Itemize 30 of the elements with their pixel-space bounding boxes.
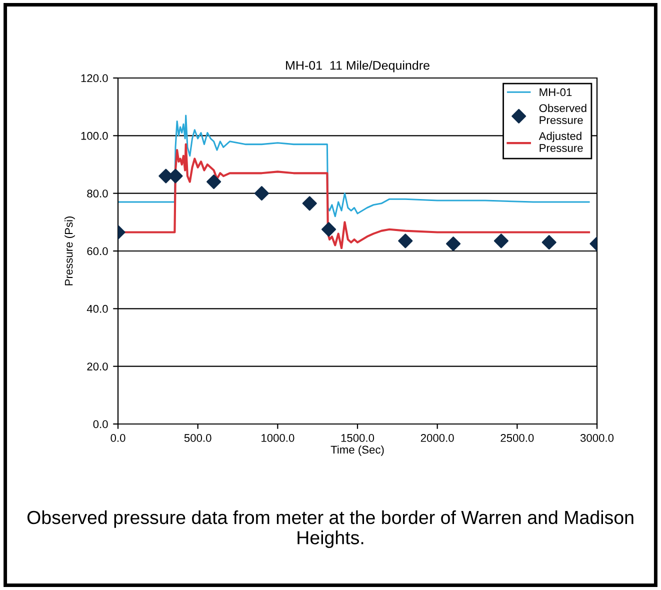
x-tick-label: 0.0 (110, 434, 126, 442)
x-tick-label: 2000.0 (420, 434, 454, 442)
text: Observed pressure data from meter at the border of Warren and Madison Heights. (27, 510, 634, 548)
point (254, 186, 269, 201)
x-tick-label: 2500.0 (500, 434, 534, 442)
x-tick-label: 1000.0 (262, 434, 294, 442)
legend-label: MH-01 (540, 88, 572, 96)
chart-title: MH-01 11 Mile/Dequindre (286, 60, 430, 72)
point (206, 174, 222, 190)
point (398, 234, 413, 248)
point (321, 222, 336, 237)
legend-label: Observed Pressure (539, 104, 586, 124)
y-tick-label: 60.0 (87, 247, 108, 256)
y-tick-label: 40.0 (86, 304, 108, 313)
y-tick-label: 80.0 (87, 190, 108, 198)
point (542, 235, 556, 250)
legend-label: Adjusted Pressure (538, 132, 583, 152)
y-tick-label: 20.0 (87, 362, 108, 370)
point (302, 196, 317, 211)
x-tick-label: 1500.0 (341, 434, 374, 442)
x-tick-label: 3000.0 (580, 434, 614, 442)
x-tick-label: 500.0 (184, 434, 212, 442)
y-tick-label: 120.0 (81, 74, 108, 82)
y-tick-label: 0.0 (93, 420, 108, 428)
y-axis-title: Pressure (Psi) (64, 216, 75, 286)
x-axis-title: Time (Sec) (330, 445, 384, 456)
y-tick-label: 100.0 (81, 132, 108, 140)
point (494, 234, 508, 248)
line-series (118, 114, 590, 218)
point (446, 236, 461, 252)
